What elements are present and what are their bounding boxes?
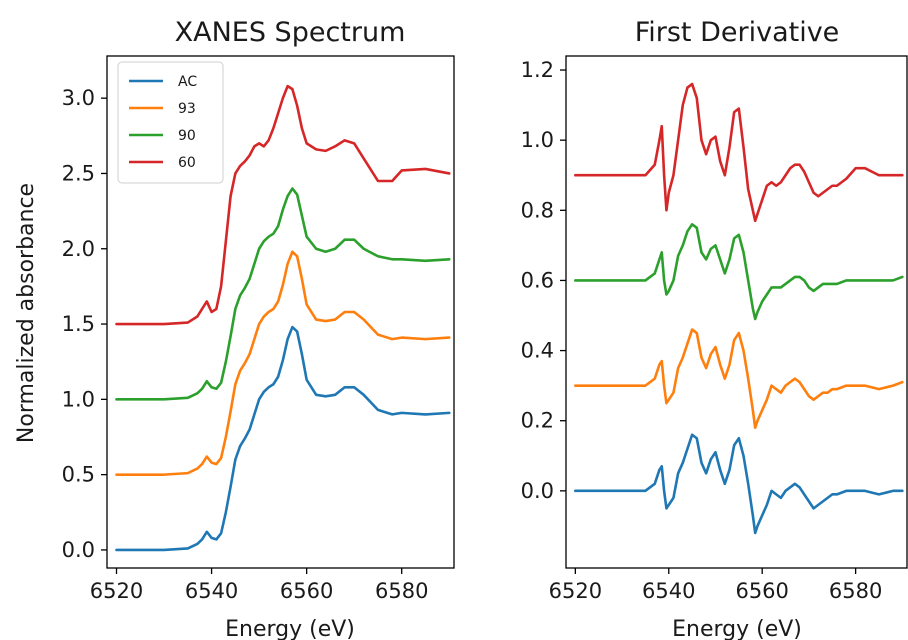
xanes-legend: AC 93 90 60 [117,61,224,184]
derivative-xlabel: Energy (eV) [672,617,802,640]
derivative-title: First Derivative [635,17,840,48]
derivative-lines [574,82,904,535]
derivative-y-tick-label: 0.8 [521,198,554,222]
xanes-y-tick-label: 2.5 [62,161,95,185]
derivative-series-90 [574,223,904,321]
legend-label-90: 90 [178,128,196,144]
derivative-panel: First Derivative Energy (eV) 6520 6540 656… [521,17,908,640]
xanes-y-tick-label: 0.5 [62,463,95,487]
xanes-lines [115,84,451,552]
derivative-series-60 [574,82,904,223]
xanes-y-tick-label: 1.5 [62,312,95,336]
derivative-axes-frame [565,55,908,569]
xanes-ylabel: Normalized absorbance [14,183,39,443]
legend-frame [117,61,224,184]
xanes-series-AC [115,325,451,552]
xanes-series-60 [115,84,451,326]
derivative-y-tick-label: 0.0 [521,479,554,503]
derivative-series-93 [574,328,904,430]
derivative-ticks: 6520 6540 6560 6580 0.0 0.2 0.4 0.6 0.8 1.0 1.2 [521,58,883,603]
xanes-y-tick-label: 3.0 [62,86,95,110]
derivative-x-tick-label: 6580 [829,579,882,603]
derivative-x-tick-label: 6540 [642,579,695,603]
xanes-x-tick-label: 6560 [280,579,333,603]
xanes-axes-frame [106,55,455,569]
xanes-ticks: 6520 6540 6560 6580 0.0 0.5 1.0 1.5 2.0 2.5 3.0 [62,86,429,603]
xanes-y-tick-label: 1.0 [62,387,95,411]
derivative-y-tick-label: 0.6 [521,268,554,292]
xanes-x-tick-label: 6520 [90,579,143,603]
derivative-y-tick-label: 1.2 [521,58,554,82]
xanes-x-tick-label: 6540 [185,579,238,603]
legend-label-93: 93 [178,101,196,117]
xanes-title: XANES Spectrum [175,17,406,48]
xanes-x-tick-label: 6580 [375,579,428,603]
derivative-x-tick-label: 6520 [549,579,602,603]
xanes-series-90 [115,187,451,401]
xanes-y-tick-label: 2.0 [62,237,95,261]
derivative-x-tick-label: 6560 [735,579,788,603]
xanes-series-93 [115,250,451,476]
derivative-y-tick-label: 1.0 [521,128,554,152]
legend-label-60: 60 [178,155,196,171]
xanes-xlabel: Energy (eV) [225,617,355,640]
legend-label-AC: AC [178,74,197,90]
xanes-panel: XANES Spectrum Normalized absorbance Ene… [14,17,455,640]
derivative-series-AC [574,433,904,535]
xanes-y-tick-label: 0.0 [62,538,95,562]
derivative-y-tick-label: 0.2 [521,409,554,433]
derivative-y-tick-label: 0.4 [521,339,554,363]
